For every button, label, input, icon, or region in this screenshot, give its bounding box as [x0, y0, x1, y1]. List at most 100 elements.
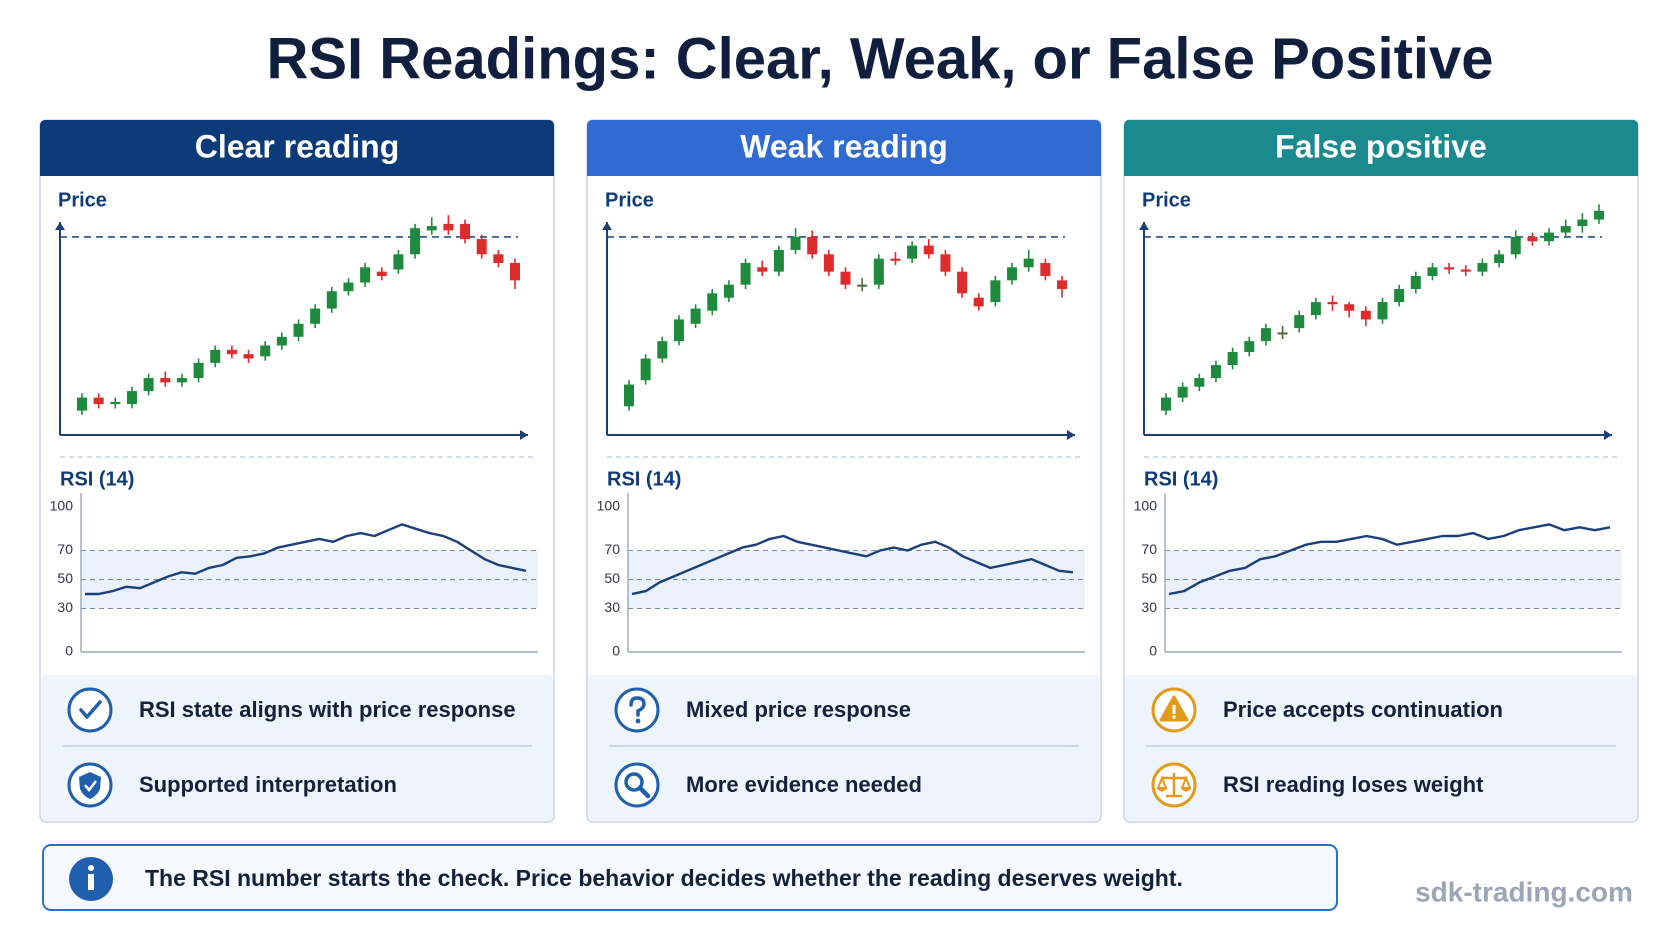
rsi-tick-label: 70 [57, 541, 73, 557]
candle-body [823, 254, 834, 272]
rsi-tick-label: 0 [65, 643, 73, 659]
note-icon [614, 762, 660, 808]
candle-body [857, 284, 868, 287]
panel-header-base [1124, 150, 1638, 176]
notes-area [1125, 675, 1637, 821]
rsi-tick-label: 0 [612, 643, 620, 659]
candle-body [1260, 328, 1271, 342]
candle-body [957, 271, 968, 294]
candle-body [740, 262, 751, 285]
panel-header-base [587, 150, 1101, 176]
candle-body [723, 284, 734, 298]
candle-body [243, 354, 254, 359]
rsi-tick-label: 30 [1141, 599, 1157, 615]
rsi-tick-label: 30 [604, 599, 620, 615]
candle-body [640, 358, 651, 381]
candle-body [1327, 302, 1338, 305]
rsi-tick-label: 0 [1149, 643, 1157, 659]
rsi-line [631, 534, 1074, 596]
candle-body [176, 378, 187, 383]
note-text: Supported interpretation [139, 772, 397, 797]
notes-area [588, 675, 1100, 821]
panel-header-base [40, 150, 554, 176]
footer-box [42, 844, 1338, 911]
candle-body [1040, 262, 1051, 276]
rsi-tick-label: 30 [57, 599, 73, 615]
axis-arrow [55, 222, 65, 230]
candle-body [1577, 219, 1588, 227]
candle-body [1007, 267, 1018, 281]
candle-body [1057, 280, 1067, 290]
info-icon [69, 857, 113, 901]
rsi-label: RSI (14) [607, 468, 681, 490]
candle-body [1227, 352, 1238, 366]
candle-body [1544, 232, 1555, 242]
candle-body [1427, 267, 1438, 276]
axis-arrow [1604, 430, 1612, 440]
rsi-tick-label: 50 [57, 570, 73, 586]
axis-arrow [520, 430, 528, 440]
panel-header-text: Weak reading [740, 128, 947, 164]
axis-arrow [1067, 430, 1075, 440]
candle-body [1023, 258, 1034, 268]
candle-body [757, 267, 768, 272]
candle-body [1560, 226, 1571, 233]
price-label: Price [605, 189, 654, 211]
rsi-tick-label: 100 [597, 498, 621, 514]
candle-body [1344, 304, 1355, 311]
rsi-label: RSI (14) [1144, 468, 1218, 490]
candle-body [110, 401, 121, 405]
candle-body [210, 349, 221, 363]
candle-body [790, 236, 801, 250]
rsi-line [85, 523, 527, 596]
candle-body [873, 258, 884, 285]
rsi-label: RSI (14) [60, 468, 134, 490]
note-text: RSI reading loses weight [1223, 772, 1484, 797]
candle-body [707, 293, 718, 311]
candle-body [973, 297, 984, 307]
candle-body [1494, 254, 1505, 263]
candle-body [890, 258, 901, 261]
candle-body [1360, 310, 1371, 320]
note-icon [1151, 762, 1197, 808]
rsi-tick-label: 70 [1141, 541, 1157, 557]
candle-body [1477, 262, 1488, 272]
candle-body [310, 308, 321, 324]
note-text: RSI state aligns with price response [139, 697, 516, 722]
candle-body [1444, 267, 1455, 270]
notes-area [41, 675, 553, 821]
rsi-tick-label: 100 [50, 498, 74, 514]
watermark: sdk-trading.com [1415, 876, 1633, 907]
candle-body [1527, 236, 1538, 242]
candle-body [907, 245, 918, 259]
candle-body [807, 236, 818, 255]
note-icon [67, 762, 113, 808]
candle-body [460, 223, 471, 240]
rsi-line [1168, 523, 1611, 596]
candle-body [1177, 386, 1188, 398]
axis-arrow [602, 222, 612, 230]
candle-body [690, 308, 701, 324]
candle-body [1244, 341, 1255, 352]
panel-header-text: False positive [1275, 128, 1487, 164]
candle-body [360, 267, 371, 283]
candle-body [476, 239, 487, 255]
axis-arrow [1139, 222, 1149, 230]
candle-body [160, 378, 171, 383]
candle-body [410, 228, 421, 255]
candle-body [493, 254, 504, 263]
candle-body [1161, 397, 1171, 411]
candle-body [1277, 332, 1288, 335]
candle-body [624, 384, 634, 407]
candle-body [1294, 315, 1305, 329]
candle-body [1460, 269, 1471, 272]
candle-body [1510, 236, 1521, 255]
candle-body [260, 345, 271, 357]
candle-body [276, 336, 287, 346]
candle-body [1394, 289, 1405, 303]
note-icon [614, 687, 660, 733]
candle-body [326, 291, 337, 309]
candle-body [1594, 210, 1604, 220]
candle-body [426, 226, 437, 231]
